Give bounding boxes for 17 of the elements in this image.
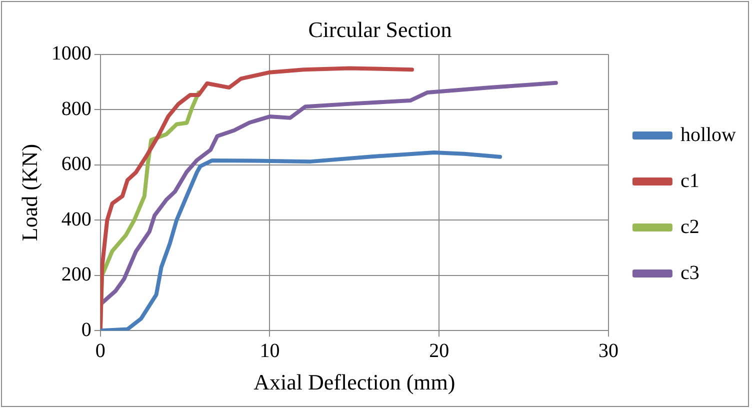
x-tick-label: 20 (429, 340, 450, 362)
x-tick-label: 30 (598, 340, 618, 362)
y-tick-label: 0 (81, 318, 92, 341)
y-tick-label: 200 (61, 264, 92, 286)
y-axis-title: Load (KN) (16, 144, 42, 242)
legend-label: c1 (680, 170, 700, 192)
x-tick-label: 0 (95, 340, 106, 362)
chart-title: Circular Section (308, 16, 452, 42)
legend-label: hollow (680, 124, 737, 146)
x-axis-title: Axial Deflection (mm) (254, 370, 456, 395)
x-tick-label: 10 (260, 340, 280, 362)
legend-label: c2 (680, 216, 700, 238)
y-tick-label: 400 (61, 208, 92, 230)
legend-label: c3 (680, 262, 700, 284)
y-tick-label: 800 (61, 98, 92, 120)
y-tick-label: 600 (61, 153, 92, 176)
y-tick-label: 1000 (51, 42, 92, 65)
